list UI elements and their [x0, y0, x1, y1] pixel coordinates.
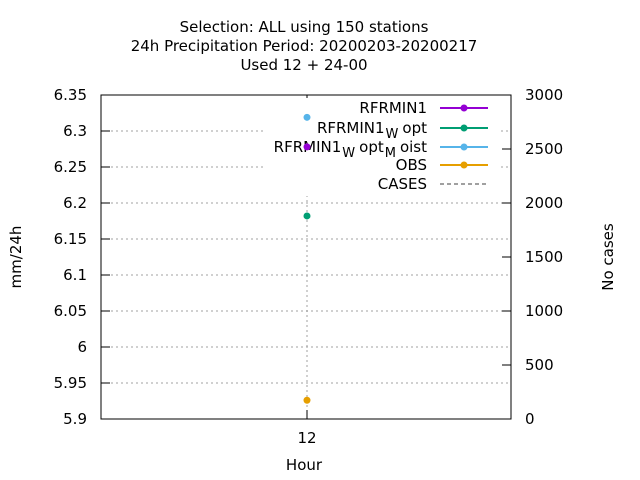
legend: RFRMIN1RFRMIN1WoptRFRMIN1WoptMoistOBSCAS…	[264, 98, 500, 196]
legend-label: RFRMIN1	[359, 99, 427, 117]
chart-title: Selection: ALL using 150 stations 24h Pr…	[131, 18, 478, 74]
y2-tick-label: 3000	[525, 86, 563, 104]
y-axis-label: mm/24h	[7, 226, 25, 289]
chart-title-line-1: Selection: ALL using 150 stations	[180, 18, 429, 36]
y2-axis-ticks: 0 500 1000 1500 2000 2500 3000	[502, 86, 563, 428]
chart-title-line-3: Used 12 + 24-00	[240, 56, 367, 74]
y2-tick-label: 2000	[525, 194, 563, 212]
chart-title-line-2: 24h Precipitation Period: 20200203-20200…	[131, 37, 478, 55]
legend-entry: OBS	[396, 156, 488, 174]
y-tick-label: 6.25	[54, 158, 87, 176]
data-points	[303, 113, 311, 404]
plot-frame	[100, 94, 512, 420]
y-tick-label: 6.35	[54, 86, 87, 104]
y-axis-ticks: 5.9 5.95 6 6.05 6.1 6.15 6.2 6.25 6.3 6.35	[54, 86, 110, 428]
data-point	[303, 396, 311, 404]
legend-entry: CASES	[378, 175, 486, 193]
y-tick-label: 6.15	[54, 230, 87, 248]
legend-label: CASES	[378, 175, 427, 193]
legend-entry: RFRMIN1	[359, 99, 488, 117]
y-tick-label: 6.3	[63, 122, 87, 140]
y2-tick-label: 1500	[525, 248, 563, 266]
legend-label: RFRMIN1W opt	[317, 119, 427, 142]
data-point	[303, 212, 311, 220]
legend-entry: RFRMIN1W opt	[317, 119, 488, 142]
y2-tick-label: 0	[525, 410, 535, 428]
y-tick-label: 6	[77, 338, 87, 356]
legend-marker	[460, 161, 468, 169]
y-tick-label: 6.2	[63, 194, 87, 212]
legend-marker	[460, 104, 468, 112]
y2-tick-label: 2500	[525, 140, 563, 158]
y-tick-label: 5.95	[54, 374, 87, 392]
x-tick-label: 12	[297, 429, 316, 447]
y2-axis-label: No cases	[599, 223, 617, 291]
legend-marker	[460, 143, 468, 151]
x-axis-label: Hour	[286, 456, 323, 474]
y-tick-label: 6.1	[63, 266, 87, 284]
data-point	[303, 113, 311, 121]
legend-marker	[460, 124, 468, 132]
data-point	[303, 143, 311, 151]
y-tick-label: 5.9	[63, 410, 87, 428]
y-tick-label: 6.05	[54, 302, 87, 320]
y2-tick-label: 500	[525, 356, 554, 374]
y2-tick-label: 1000	[525, 302, 563, 320]
legend-label: OBS	[396, 156, 427, 174]
